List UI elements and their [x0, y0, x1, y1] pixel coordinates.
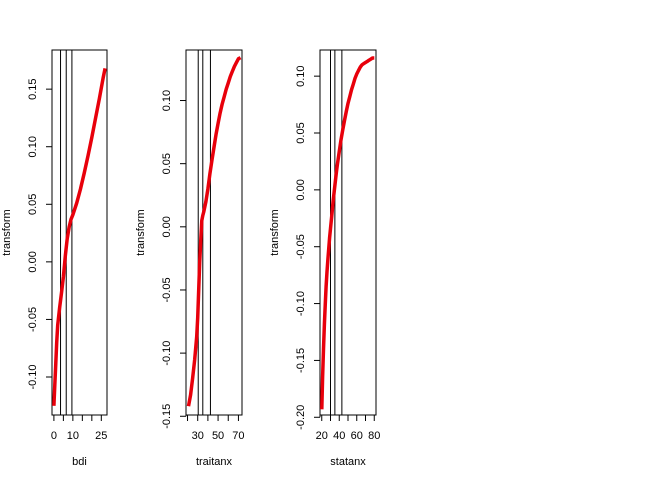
x-axis: 20 40 60 80: [316, 414, 380, 442]
y-tick-label: 0.00: [295, 179, 307, 200]
panel-statanx: 20 40 60 80 statanx -0.20 -0.15 -0.10 -0.05 0.00 0…: [269, 49, 380, 468]
transform-curve: [320, 56, 375, 410]
y-tick-label: 0.05: [27, 194, 39, 215]
y-tick-label: -0.05: [27, 307, 39, 332]
y-tick-label: -0.10: [295, 291, 307, 316]
y-tick-label: -0.10: [27, 364, 39, 389]
y-axis: -0.20 -0.15 -0.10 -0.05 0.00 0.05 0.10: [295, 65, 321, 430]
x-axis: 0 10 25: [51, 414, 107, 442]
x-tick-label: 50: [212, 430, 224, 442]
y-tick-label: 0.05: [161, 153, 173, 174]
x-axis-label: traitanx: [196, 456, 233, 468]
y-tick-label: -0.05: [161, 277, 173, 302]
x-tick-label: 40: [333, 430, 345, 442]
panel-bdi: 0 10 25 bdi -0.10 -0.05 0.00 0.05 0.10 0.15 transf…: [1, 49, 108, 468]
x-axis-label: statanx: [330, 456, 366, 468]
x-tick-label: 80: [368, 430, 380, 442]
x-tick-label: 20: [316, 430, 328, 442]
y-tick-label: -0.15: [295, 348, 307, 373]
y-tick-label: -0.05: [295, 234, 307, 259]
y-axis: -0.10 -0.05 0.00 0.05 0.10 0.15: [27, 78, 53, 390]
y-tick-label: 0.10: [161, 90, 173, 111]
y-tick-label: 0.00: [161, 216, 173, 237]
y-axis-label: transform: [269, 209, 281, 255]
x-tick-label: 30: [192, 430, 204, 442]
x-tick-label: 60: [351, 430, 363, 442]
x-tick-label: 25: [95, 430, 107, 442]
x-tick-label: 70: [232, 430, 244, 442]
y-tick-label: -0.10: [161, 341, 173, 366]
y-tick-label: 0.00: [27, 251, 39, 272]
x-axis-label: bdi: [72, 456, 87, 468]
y-axis-label: transform: [1, 209, 13, 255]
panel-traitanx: 30 50 70 traitanx -0.15 -0.10 -0.05 0.00 0.05 0.1…: [135, 49, 245, 468]
x-axis: 30 50 70: [187, 414, 245, 442]
y-tick-label: 0.10: [295, 65, 307, 86]
y-axis: -0.15 -0.10 -0.05 0.00 0.05 0.10: [161, 90, 187, 429]
x-tick-label: 0: [51, 430, 57, 442]
y-tick-label: 0.10: [27, 136, 39, 157]
y-tick-label: 0.15: [27, 78, 39, 99]
y-tick-label: -0.20: [295, 405, 307, 430]
y-tick-label: 0.05: [295, 122, 307, 143]
y-tick-label: -0.15: [161, 404, 173, 429]
transform-curve: [52, 68, 107, 406]
y-axis-label: transform: [135, 209, 147, 255]
x-tick-label: 10: [67, 430, 79, 442]
transform-curve: [186, 56, 242, 407]
